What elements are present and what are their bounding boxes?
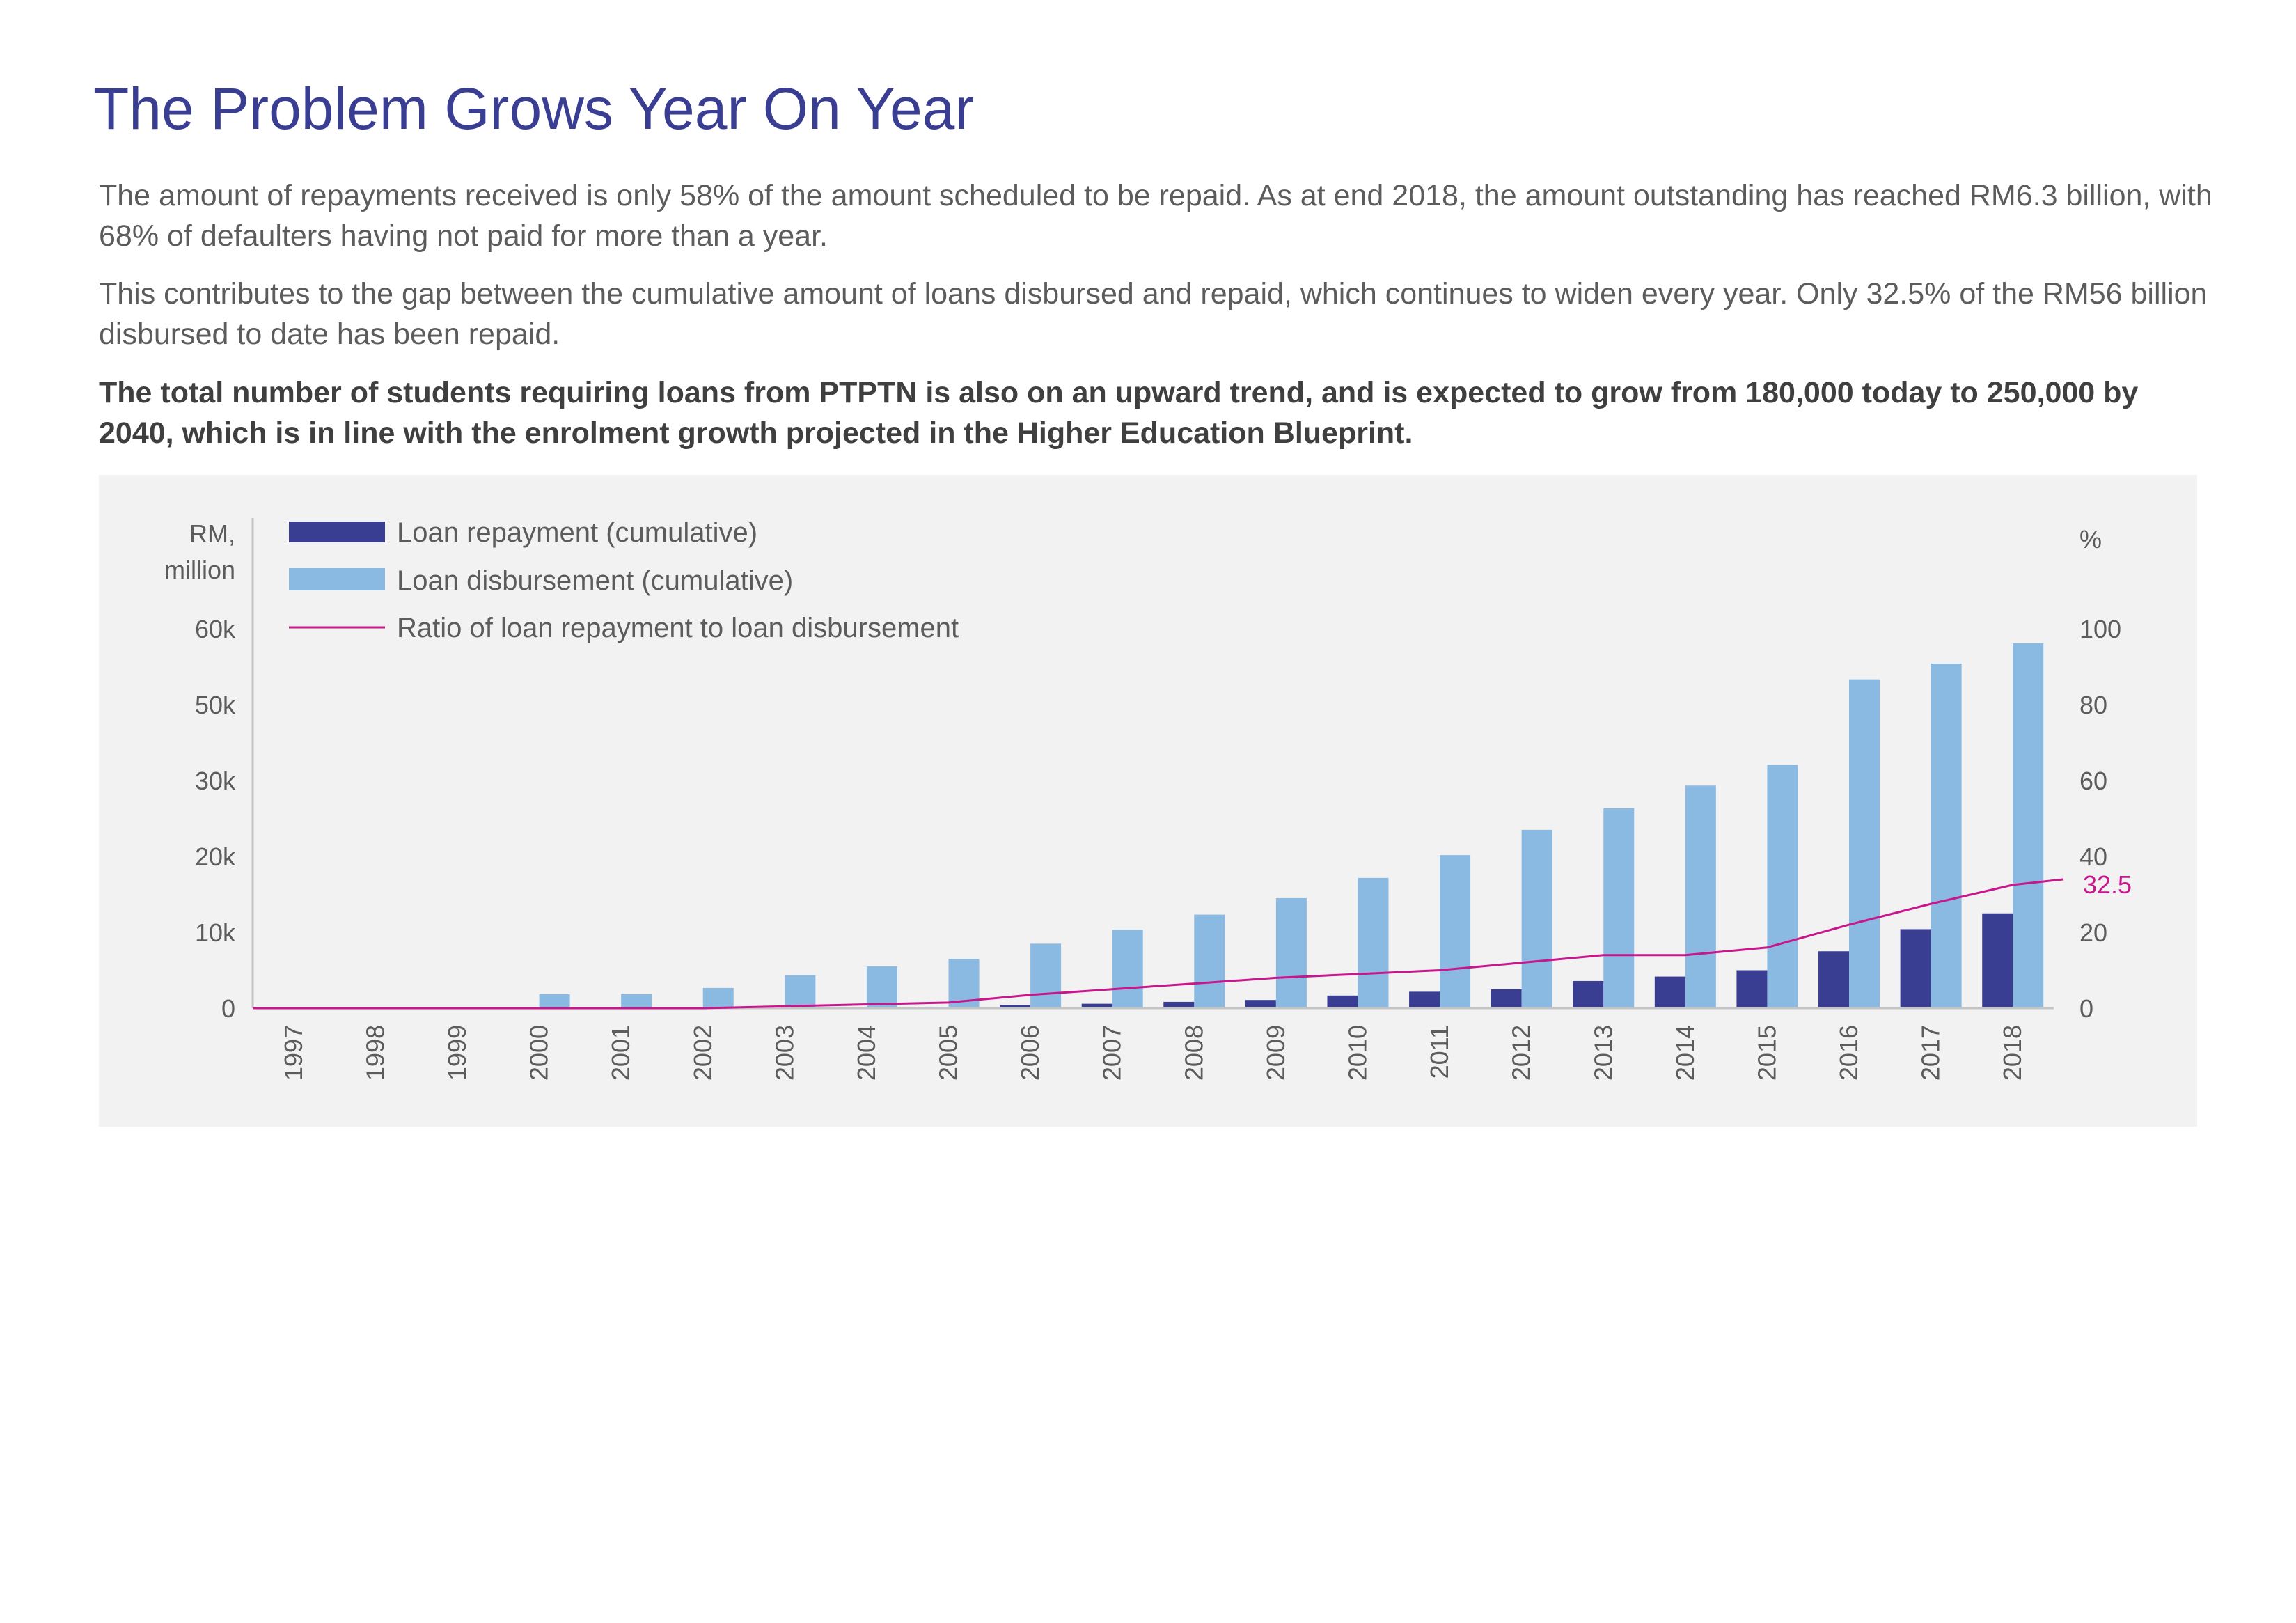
disbursement-bar: [866, 966, 897, 1008]
page-title: The Problem Grows Year On Year: [93, 76, 975, 141]
x-tick-label: 2015: [1752, 1025, 1781, 1081]
x-tick-label: 2017: [1917, 1025, 1945, 1081]
disbursement-bar: [2013, 643, 2044, 1008]
legend-label-ratio: Ratio of loan repayment to loan disburse…: [397, 613, 959, 643]
disbursement-bar: [1112, 930, 1143, 1008]
disbursement-bar: [1849, 679, 1880, 1008]
x-tick-label: 2014: [1671, 1025, 1699, 1081]
x-tick-label: 2004: [852, 1025, 881, 1081]
x-tick-label: 2011: [1425, 1025, 1454, 1079]
disbursement-bar: [1030, 943, 1062, 1008]
ratio-callout-label: 32.5: [2083, 870, 2132, 899]
left-tick-label: 0: [221, 994, 235, 1023]
disbursement-bar: [702, 987, 734, 1008]
left-axis-title: million: [164, 556, 235, 584]
disbursement-bar: [785, 975, 816, 1008]
left-axis-title: RM,: [189, 519, 235, 548]
x-tick-label: 2008: [1179, 1025, 1208, 1081]
paragraph-students: The total number of students requiring l…: [99, 376, 2139, 450]
disbursement-bar: [1685, 785, 1716, 1008]
chart-panel: RM, million 0 10k 20k 30k 50k 60k% 0 20 40 60 80 100 1…: [99, 475, 2197, 1127]
legend-swatch-repayment: [289, 522, 385, 542]
left-tick-label: 20k: [195, 842, 236, 871]
x-tick-label: 2010: [1343, 1025, 1371, 1081]
paragraph-gap: This contributes to the gap between the …: [99, 277, 2208, 351]
disbursement-bar: [1931, 663, 1962, 1008]
disbursement-bar: [539, 994, 570, 1008]
right-tick-label: 0: [2079, 994, 2093, 1023]
left-tick-label: 30k: [195, 767, 236, 795]
x-tick-label: 2006: [1016, 1025, 1044, 1081]
left-tick-label: 10k: [195, 918, 236, 947]
right-tick-label: 100: [2079, 615, 2121, 643]
disbursement-bar: [1194, 914, 1225, 1008]
disbursement-bar: [1521, 829, 1552, 1008]
right-axis-title: %: [2079, 525, 2102, 554]
repayment-bar: [1736, 970, 1768, 1008]
x-tick-label: 2002: [689, 1025, 717, 1081]
disbursement-bar: [1440, 855, 1471, 1008]
x-tick-label: 1999: [443, 1025, 471, 1081]
repayment-bar: [1491, 989, 1522, 1008]
right-tick-label: 40: [2079, 842, 2107, 871]
repayment-bar: [1327, 995, 1358, 1008]
x-tick-label: 2012: [1507, 1025, 1536, 1081]
x-tick-label: 2007: [1098, 1025, 1126, 1081]
right-tick-label: 60: [2079, 767, 2107, 795]
repayment-bar: [1573, 980, 1604, 1008]
paragraph-repayments: The amount of repayments received is onl…: [99, 179, 2212, 253]
disbursement-bar: [1275, 897, 1307, 1008]
x-tick-label: 2013: [1589, 1025, 1617, 1081]
disbursement-bar: [1358, 877, 1389, 1008]
right-tick-label: 80: [2079, 691, 2107, 719]
x-tick-label: 2003: [770, 1025, 799, 1081]
legend-label-repayment: Loan repayment (cumulative): [397, 517, 757, 548]
left-tick-label: 60k: [195, 615, 236, 643]
repayment-bar: [1900, 929, 1931, 1008]
x-tick-label: 1997: [279, 1025, 308, 1081]
disbursement-bar: [1603, 808, 1635, 1008]
legend-swatch-disbursement: [289, 568, 385, 590]
x-tick-label: 2009: [1261, 1025, 1290, 1081]
repayment-bar: [1081, 1003, 1112, 1008]
ratio-line: [253, 878, 2064, 1010]
repayment-bar: [1163, 1001, 1195, 1008]
repayment-bar: [1245, 1000, 1276, 1008]
x-tick-label: 2001: [606, 1025, 635, 1081]
disbursement-bar: [1767, 765, 1798, 1008]
x-tick-label: 2016: [1834, 1025, 1863, 1081]
left-tick-label: 50k: [195, 691, 236, 719]
x-tick-label: 1998: [361, 1025, 389, 1081]
repayment-bar: [1818, 951, 1850, 1008]
x-tick-label: 2005: [934, 1025, 963, 1081]
repayment-bar: [1654, 976, 1685, 1008]
loan-chart: RM, million 0 10k 20k 30k 50k 60k% 0 20 40 60 80 100 1…: [164, 517, 2132, 1081]
right-tick-label: 20: [2079, 918, 2107, 947]
repayment-bar: [1982, 913, 2013, 1008]
repayment-bar: [1409, 991, 1440, 1008]
x-tick-label: 2000: [525, 1025, 553, 1081]
repayment-bar: [1000, 1005, 1031, 1008]
x-tick-label: 2018: [1998, 1025, 2027, 1081]
disbursement-bar: [621, 994, 652, 1008]
legend-label-disbursement: Loan disbursement (cumulative): [397, 565, 793, 596]
